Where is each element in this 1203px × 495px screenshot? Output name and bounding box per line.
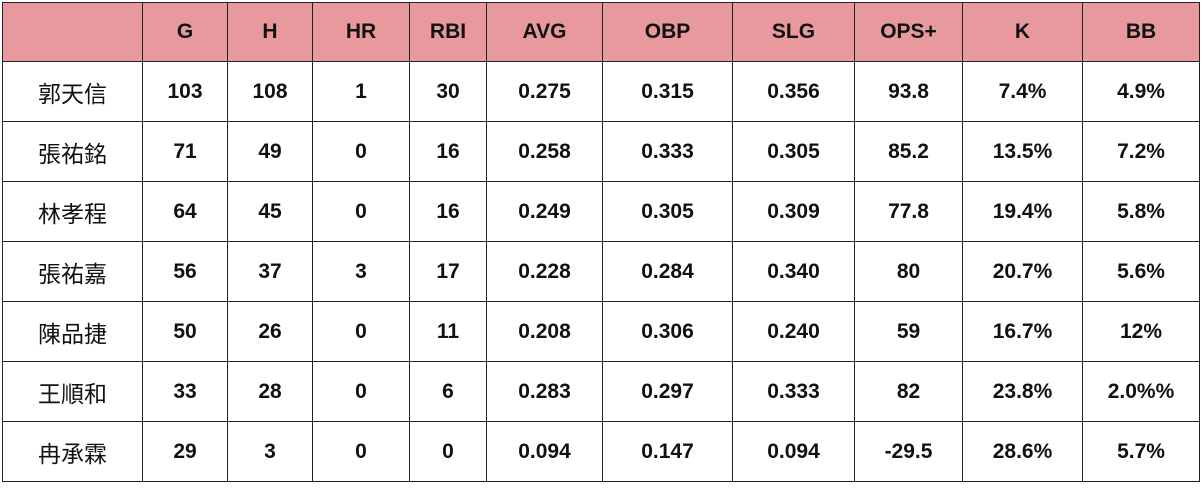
player-name: 陳品捷: [2, 301, 143, 362]
column-header: OPS+: [854, 2, 963, 62]
stat-cell: 80: [854, 241, 963, 302]
stat-cell: 2.0%%: [1082, 361, 1200, 422]
stat-cell: 13.5%: [962, 121, 1083, 182]
stat-cell: 0.258: [486, 121, 603, 182]
column-header: K: [962, 2, 1083, 62]
stat-cell: 12%: [1082, 301, 1200, 362]
column-header: AVG: [486, 2, 603, 62]
stat-cell: 29: [142, 421, 228, 482]
stat-cell: 64: [142, 181, 228, 242]
stat-cell: 45: [227, 181, 313, 242]
stat-cell: 0: [409, 421, 487, 482]
stat-cell: 108: [227, 61, 313, 122]
stat-cell: 37: [227, 241, 313, 302]
stat-cell: 0.094: [732, 421, 855, 482]
stat-cell: 0.333: [602, 121, 733, 182]
table-body: 郭天信 103 108 1 30 0.275 0.315 0.356 93.8 7.4% 4.9% 張…: [2, 61, 1200, 482]
column-header: H: [227, 2, 313, 62]
column-header: OBP: [602, 2, 733, 62]
stat-cell: 33: [142, 361, 228, 422]
stat-cell: 11: [409, 301, 487, 362]
stat-cell: 103: [142, 61, 228, 122]
player-name: 王順和: [2, 361, 143, 422]
stat-cell: 23.8%: [962, 361, 1083, 422]
table-row: 陳品捷 50 26 0 11 0.208 0.306 0.240 59 16.7% 12%: [2, 301, 1200, 362]
stat-cell: 26: [227, 301, 313, 362]
stat-cell: 0.283: [486, 361, 603, 422]
stats-table: G H HR RBI AVG OBP SLG OPS+ K BB 郭天信 103 108 1 30 0.27…: [2, 2, 1200, 482]
stat-cell: 0.297: [602, 361, 733, 422]
stat-cell: 56: [142, 241, 228, 302]
stat-cell: 93.8: [854, 61, 963, 122]
stat-cell: 0.249: [486, 181, 603, 242]
stat-cell: 0.333: [732, 361, 855, 422]
stat-cell: 0.275: [486, 61, 603, 122]
stat-cell: 0.228: [486, 241, 603, 302]
stat-cell: 16: [409, 181, 487, 242]
stat-cell: 0.305: [732, 121, 855, 182]
stat-cell: 0: [312, 181, 410, 242]
player-name: 郭天信: [2, 61, 143, 122]
player-name: 冉承霖: [2, 421, 143, 482]
column-header: G: [142, 2, 228, 62]
stat-cell: 5.7%: [1082, 421, 1200, 482]
stat-cell: 3: [227, 421, 313, 482]
stat-cell: -29.5: [854, 421, 963, 482]
column-header: RBI: [409, 2, 487, 62]
stat-cell: 6: [409, 361, 487, 422]
column-header: SLG: [732, 2, 855, 62]
stat-cell: 20.7%: [962, 241, 1083, 302]
stat-cell: 0.147: [602, 421, 733, 482]
stat-cell: 0.094: [486, 421, 603, 482]
table-row: 林孝程 64 45 0 16 0.249 0.305 0.309 77.8 19.4% 5.8%: [2, 181, 1200, 242]
stat-cell: 30: [409, 61, 487, 122]
table-row: 郭天信 103 108 1 30 0.275 0.315 0.356 93.8 7.4% 4.9%: [2, 61, 1200, 122]
stat-cell: 0.309: [732, 181, 855, 242]
header-row: G H HR RBI AVG OBP SLG OPS+ K BB: [2, 2, 1200, 62]
stat-cell: 7.4%: [962, 61, 1083, 122]
stat-cell: 49: [227, 121, 313, 182]
stat-cell: 0.306: [602, 301, 733, 362]
stat-cell: 0.340: [732, 241, 855, 302]
stat-cell: 77.8: [854, 181, 963, 242]
stat-cell: 50: [142, 301, 228, 362]
stat-cell: 82: [854, 361, 963, 422]
stat-cell: 0.356: [732, 61, 855, 122]
stat-cell: 0: [312, 421, 410, 482]
player-name: 林孝程: [2, 181, 143, 242]
column-header: BB: [1082, 2, 1200, 62]
stat-cell: 28.6%: [962, 421, 1083, 482]
stat-cell: 1: [312, 61, 410, 122]
stat-cell: 71: [142, 121, 228, 182]
stat-cell: 7.2%: [1082, 121, 1200, 182]
stat-cell: 0.240: [732, 301, 855, 362]
stat-cell: 59: [854, 301, 963, 362]
corner-cell: [2, 2, 143, 62]
stat-cell: 17: [409, 241, 487, 302]
stat-cell: 5.8%: [1082, 181, 1200, 242]
stat-cell: 0.315: [602, 61, 733, 122]
stat-cell: 4.9%: [1082, 61, 1200, 122]
stat-cell: 0: [312, 301, 410, 362]
stat-cell: 0: [312, 361, 410, 422]
table-row: 冉承霖 29 3 0 0 0.094 0.147 0.094 -29.5 28.6% 5.7%: [2, 421, 1200, 482]
table-row: 張祐嘉 56 37 3 17 0.228 0.284 0.340 80 20.7% 5.6%: [2, 241, 1200, 302]
stat-cell: 16: [409, 121, 487, 182]
stat-cell: 0.208: [486, 301, 603, 362]
table-row: 張祐銘 71 49 0 16 0.258 0.333 0.305 85.2 13.5% 7.2%: [2, 121, 1200, 182]
column-header: HR: [312, 2, 410, 62]
stat-cell: 28: [227, 361, 313, 422]
stat-cell: 0.284: [602, 241, 733, 302]
stat-cell: 16.7%: [962, 301, 1083, 362]
table-row: 王順和 33 28 0 6 0.283 0.297 0.333 82 23.8% 2.0%%: [2, 361, 1200, 422]
player-name: 張祐銘: [2, 121, 143, 182]
stat-cell: 5.6%: [1082, 241, 1200, 302]
stat-cell: 19.4%: [962, 181, 1083, 242]
player-name: 張祐嘉: [2, 241, 143, 302]
stat-cell: 3: [312, 241, 410, 302]
stat-cell: 85.2: [854, 121, 963, 182]
stat-cell: 0.305: [602, 181, 733, 242]
stat-cell: 0: [312, 121, 410, 182]
